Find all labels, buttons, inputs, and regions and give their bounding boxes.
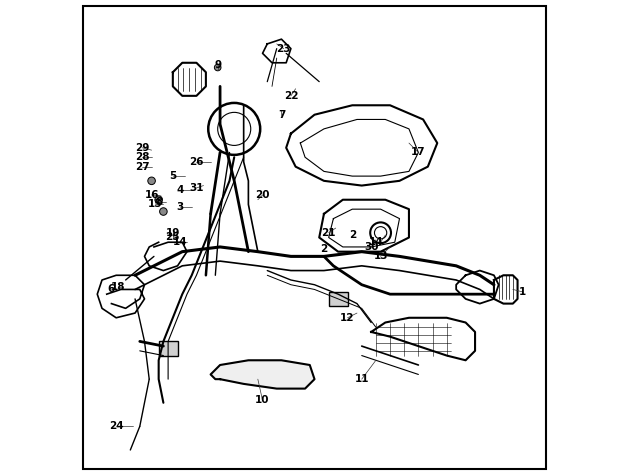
Text: 14: 14 xyxy=(172,237,187,247)
Text: 9: 9 xyxy=(214,60,221,70)
Text: 22: 22 xyxy=(284,91,298,101)
Text: 4: 4 xyxy=(176,185,184,195)
Bar xyxy=(159,342,177,356)
Circle shape xyxy=(148,177,155,185)
Text: 2: 2 xyxy=(348,230,356,240)
Text: 26: 26 xyxy=(189,157,204,167)
Text: 6: 6 xyxy=(107,285,114,294)
Text: 2: 2 xyxy=(320,244,328,254)
Text: 31: 31 xyxy=(189,183,204,193)
Text: 10: 10 xyxy=(255,395,270,406)
Text: 24: 24 xyxy=(109,421,123,431)
Text: 27: 27 xyxy=(135,162,150,171)
Text: 19: 19 xyxy=(165,228,180,238)
Text: 28: 28 xyxy=(135,152,150,162)
Text: 25: 25 xyxy=(165,232,180,243)
Circle shape xyxy=(214,64,221,71)
Text: 12: 12 xyxy=(340,313,355,323)
Text: 30: 30 xyxy=(364,242,379,252)
Text: 16: 16 xyxy=(144,190,159,200)
Bar xyxy=(329,292,348,306)
Text: 15: 15 xyxy=(148,200,162,209)
Text: 11: 11 xyxy=(355,374,369,384)
Text: 17: 17 xyxy=(411,148,426,158)
Text: 21: 21 xyxy=(321,228,336,238)
Text: 1: 1 xyxy=(519,287,526,297)
Text: 7: 7 xyxy=(278,110,285,120)
Text: 23: 23 xyxy=(277,44,291,54)
Text: 18: 18 xyxy=(111,282,126,292)
Text: 8: 8 xyxy=(155,197,162,207)
Text: 13: 13 xyxy=(374,251,388,261)
Circle shape xyxy=(155,196,162,203)
Circle shape xyxy=(160,208,167,215)
Text: 3: 3 xyxy=(176,202,184,212)
Text: 20: 20 xyxy=(255,190,270,200)
Polygon shape xyxy=(211,360,314,389)
Text: 14: 14 xyxy=(369,237,383,247)
Text: 5: 5 xyxy=(169,171,177,181)
Text: 29: 29 xyxy=(135,143,149,153)
